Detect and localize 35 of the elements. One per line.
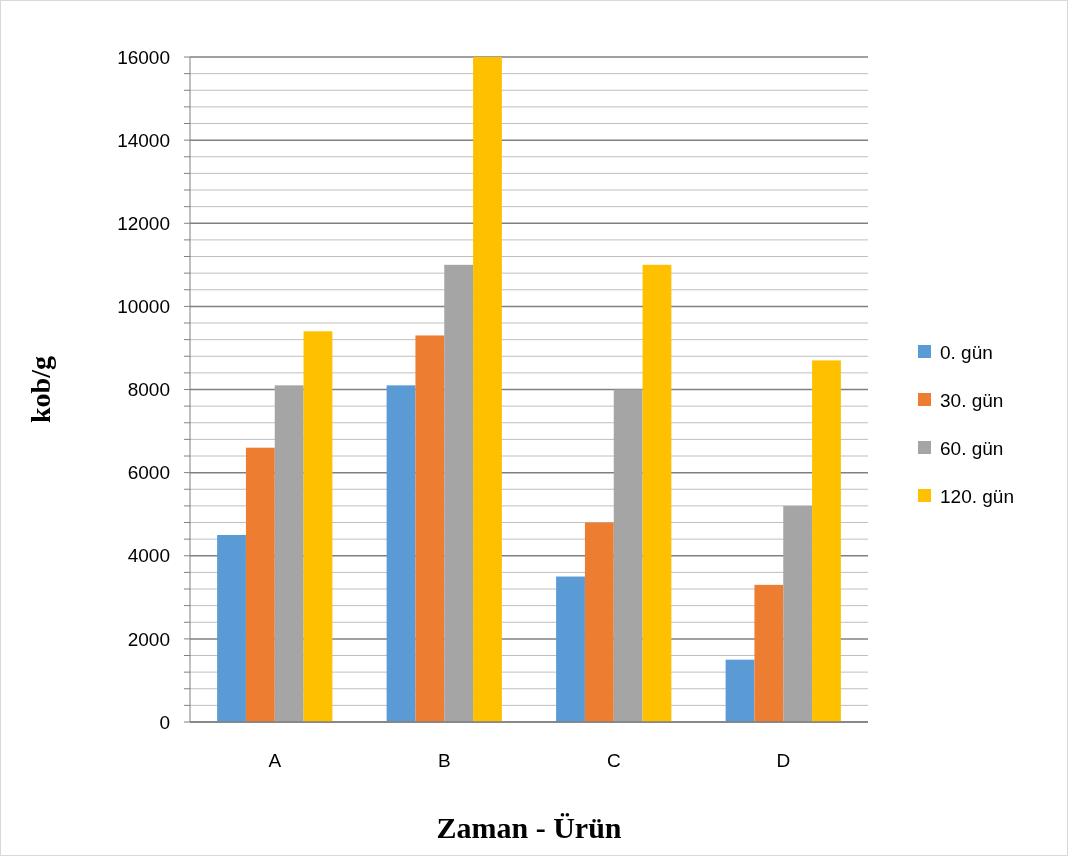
y-tick-label: 4000	[127, 545, 170, 567]
y-tick-label: 12000	[117, 212, 170, 234]
x-tick-label: D	[776, 750, 791, 771]
legend-label: 120. gün	[940, 485, 1014, 507]
x-tick-label: B	[437, 750, 451, 771]
y-tick-label: 16000	[117, 46, 170, 68]
bar	[556, 576, 585, 722]
bar	[812, 360, 841, 722]
x-axis-title: Zaman - Ürün	[436, 811, 622, 844]
legend-label: 0. gün	[940, 341, 993, 363]
x-tick-label: A	[268, 750, 282, 771]
bar	[613, 389, 643, 722]
y-tick-label: 10000	[117, 296, 170, 318]
y-tick-label: 14000	[117, 129, 170, 151]
x-tick-label: C	[606, 750, 621, 771]
y-tick-label: 2000	[127, 628, 170, 650]
bar	[473, 57, 502, 722]
bar	[386, 385, 416, 722]
bar	[725, 659, 755, 722]
bar	[754, 584, 784, 722]
y-axis-title: kob/g	[25, 356, 56, 423]
bar	[444, 264, 474, 722]
bar	[303, 331, 333, 722]
bar	[245, 447, 275, 722]
bar	[783, 505, 813, 722]
legend-label: 60. gün	[940, 437, 1004, 459]
y-tick-label: 6000	[127, 462, 170, 484]
bar	[584, 522, 614, 722]
y-tick-label: 0	[159, 711, 170, 733]
bar	[274, 385, 304, 722]
y-tick-label: 8000	[127, 379, 170, 401]
bar	[415, 335, 445, 722]
bar	[217, 534, 246, 722]
legend-label: 30. gün	[940, 389, 1004, 411]
bar	[642, 264, 672, 722]
